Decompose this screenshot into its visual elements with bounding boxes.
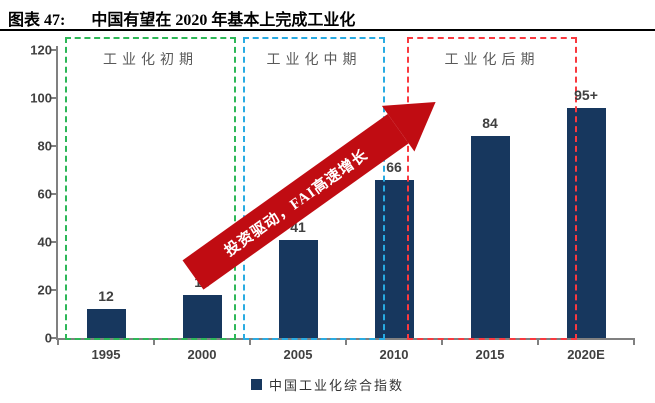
x-axis-tick bbox=[633, 340, 635, 345]
y-axis-tick bbox=[51, 289, 57, 291]
bar bbox=[470, 136, 510, 338]
bar-value-label: 66 bbox=[386, 158, 402, 175]
legend: 中国工业化综合指数 bbox=[0, 375, 655, 394]
bar-value-label: 41 bbox=[290, 218, 306, 235]
y-axis-tick-label: 40 bbox=[37, 234, 52, 250]
y-axis-tick bbox=[51, 337, 57, 339]
x-axis-tick-label: 1995 bbox=[91, 347, 121, 362]
phase-label: 工业化后期 bbox=[444, 53, 540, 68]
x-axis-tick bbox=[345, 340, 347, 345]
legend-label: 中国工业化综合指数 bbox=[268, 378, 404, 393]
x-axis-tick bbox=[441, 340, 443, 345]
bar-value-label: 12 bbox=[98, 288, 114, 305]
phase-label: 工业化中期 bbox=[266, 53, 362, 68]
y-axis-line bbox=[56, 46, 58, 339]
phase-box-mid-industrialization: 工业化中期 bbox=[243, 37, 385, 340]
x-axis-tick bbox=[57, 340, 59, 345]
x-axis-tick bbox=[249, 340, 251, 345]
x-axis-tick-label: 2015 bbox=[475, 347, 505, 362]
bar bbox=[182, 294, 222, 338]
y-axis-tick bbox=[51, 241, 57, 243]
y-axis-tick bbox=[51, 49, 57, 51]
phase-box-late-industrialization: 工业化后期 bbox=[407, 37, 577, 340]
y-axis-tick-label: 100 bbox=[30, 90, 52, 106]
figure-title: 中国有望在 2020 年基本上完成工业化 bbox=[91, 12, 356, 29]
bar-value-label: 84 bbox=[482, 115, 498, 132]
bar bbox=[86, 309, 126, 338]
bar-value-label: 18 bbox=[194, 273, 210, 290]
y-axis-tick bbox=[51, 145, 57, 147]
bar-value-label: 95+ bbox=[574, 86, 598, 103]
y-axis-tick bbox=[51, 193, 57, 195]
caption-divider bbox=[0, 29, 655, 31]
y-axis-tick-label: 0 bbox=[44, 330, 52, 346]
y-axis-tick bbox=[51, 97, 57, 99]
legend-swatch bbox=[250, 379, 262, 390]
y-axis-tick-label: 60 bbox=[37, 186, 52, 202]
phase-label: 工业化初期 bbox=[103, 53, 198, 68]
bar bbox=[566, 107, 606, 338]
x-axis-tick bbox=[537, 340, 539, 345]
x-axis-tick-label: 2020E bbox=[567, 347, 605, 362]
y-axis-tick-label: 80 bbox=[37, 138, 52, 154]
figure-number: 图表 47: bbox=[8, 12, 66, 29]
figure-caption: 图表 47: 中国有望在 2020 年基本上完成工业化 bbox=[8, 6, 648, 30]
y-axis-tick-label: 20 bbox=[37, 282, 52, 298]
x-axis-tick-label: 2010 bbox=[379, 347, 409, 362]
x-axis-tick bbox=[153, 340, 155, 345]
x-axis-tick-label: 2000 bbox=[187, 347, 217, 362]
y-axis-tick-label: 120 bbox=[30, 42, 52, 58]
x-axis-tick-label: 2005 bbox=[283, 347, 313, 362]
